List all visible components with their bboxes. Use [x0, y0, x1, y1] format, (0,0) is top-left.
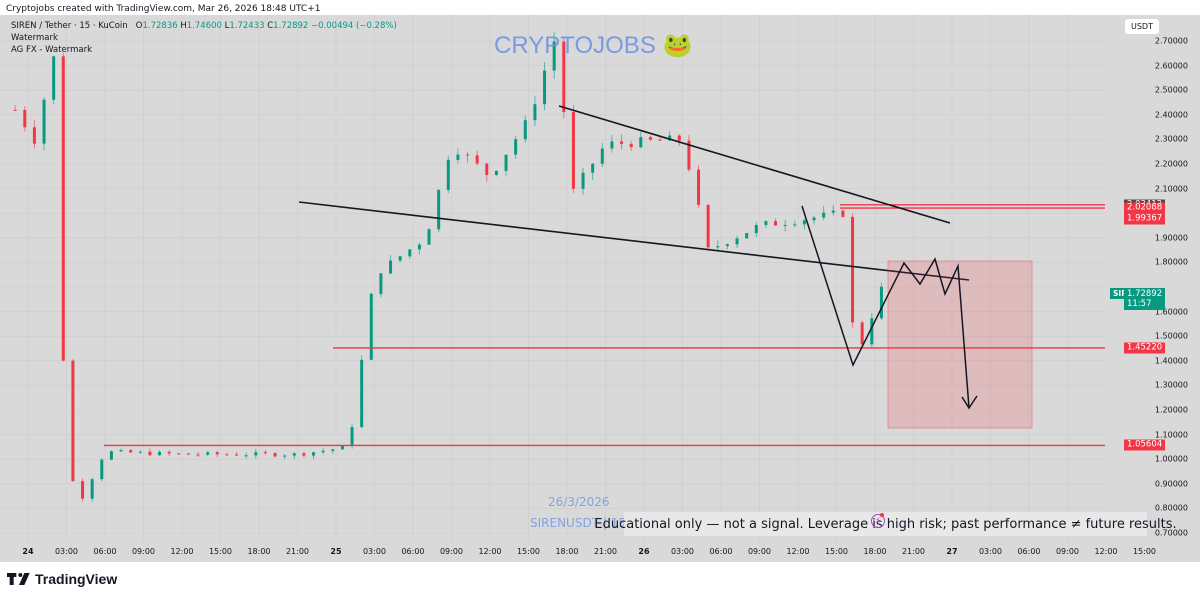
open-value: 1.72836: [142, 21, 178, 31]
time-tick-label: 18:00: [863, 547, 887, 556]
time-tick-label: 15:00: [516, 547, 541, 556]
close-value: 1.72892: [273, 21, 309, 31]
current-price-value: 1.72892: [1127, 289, 1163, 299]
time-tick-label: 12:00: [170, 547, 194, 556]
time-tick-label: 06:00: [709, 547, 733, 556]
ohlc-line: SIREN / Tether · 15 · KuCoin O1.72836 H1…: [11, 21, 397, 31]
price-tick-label: 2.30000: [1154, 134, 1188, 144]
change-value: −0.00494 (−0.28%): [311, 21, 397, 31]
symbol-name: SIREN / Tether · 15 · KuCoin: [11, 21, 128, 31]
time-tick-label: 25: [330, 547, 342, 556]
price-tick-label: 1.10000: [1154, 430, 1188, 440]
time-tick-label: 21:00: [593, 547, 618, 556]
time-tick-label: 09:00: [439, 547, 464, 556]
price-axis[interactable]: USDT 2.70000 2.60000 2.50000 2.40000 2.30000…: [1105, 15, 1200, 562]
tradingview-logo-icon: [7, 573, 30, 585]
time-tick-label: 15:00: [824, 547, 849, 556]
time-tick-label: 06:00: [93, 547, 117, 556]
price-tick-label: 1.50000: [1154, 331, 1188, 341]
notification-dot: [880, 513, 884, 517]
time-tick-label: 12:00: [1094, 547, 1118, 556]
time-tick-label: 06:00: [1017, 547, 1041, 556]
high-value: 1.74600: [186, 21, 222, 31]
watermark-date: 26/3/2026: [548, 495, 610, 509]
time-axis[interactable]: 24 03:00 06:00 09:00 12:00 15:00 18:00 21:00 25 0…: [0, 540, 1156, 562]
time-tick-label: 26: [638, 547, 650, 556]
price-tick-label: 0.90000: [1154, 479, 1188, 489]
time-tick-label: 15:00: [1132, 547, 1157, 556]
chart-frame: SIREN / Tether · 15 · KuCoin O1.72836 H1…: [0, 15, 1200, 562]
currency-button[interactable]: USDT: [1125, 19, 1159, 34]
tradingview-wordmark: TradingView: [35, 571, 118, 587]
time-tick-label: 21:00: [285, 547, 310, 556]
time-tick-label: 03:00: [362, 547, 387, 556]
price-tick-label: 1.00000: [1154, 454, 1188, 464]
candlestick-chart: [0, 15, 1105, 540]
time-tick-label: 03:00: [670, 547, 695, 556]
price-tick-label: 2.10000: [1154, 184, 1188, 194]
watermark-title: CRYPTOJOBS 🐸: [494, 32, 693, 59]
chart-caption: Cryptojobs created with TradingView.com,…: [6, 4, 321, 14]
price-tick-label: 2.60000: [1154, 61, 1188, 71]
price-tick-label: 2.20000: [1154, 159, 1188, 169]
time-tick-label: 24: [22, 547, 34, 556]
price-tick-label: 2.40000: [1154, 110, 1188, 120]
time-tick-label: 18:00: [247, 547, 271, 556]
time-tick-label: 15:00: [208, 547, 233, 556]
price-level-tag: 1.45220: [1124, 342, 1165, 354]
lightning-icon[interactable]: ⚡: [871, 514, 885, 528]
time-tick-label: 12:00: [786, 547, 810, 556]
indicator-agfx-watermark[interactable]: AG FX - Watermark: [11, 45, 93, 55]
bar-countdown: 11:57: [1127, 299, 1152, 309]
price-tick-label: 1.40000: [1154, 356, 1188, 366]
time-tick-label: 03:00: [978, 547, 1003, 556]
price-tick-label: 1.60000: [1154, 307, 1188, 317]
price-tick-label: 1.90000: [1154, 233, 1188, 243]
disclaimer-text: Educational only — not a signal. Leverag…: [594, 512, 1177, 536]
price-level-tag: 1.05604: [1124, 439, 1165, 451]
price-level-tag: 2.02088: [1124, 202, 1165, 214]
current-price-label: 1.72892 11:57: [1124, 288, 1165, 310]
indicator-watermark[interactable]: Watermark: [11, 33, 58, 43]
price-tick-label: 2.70000: [1154, 36, 1188, 46]
chart-plot-area[interactable]: SIREN / Tether · 15 · KuCoin O1.72836 H1…: [0, 15, 1177, 540]
price-tick-label: 1.20000: [1154, 405, 1188, 415]
time-tick-label: 12:00: [478, 547, 502, 556]
time-tick-label: 03:00: [54, 547, 79, 556]
price-tick-label: 1.30000: [1154, 380, 1188, 390]
time-tick-label: 06:00: [401, 547, 425, 556]
time-tick-label: 09:00: [1055, 547, 1080, 556]
price-tick-label: 1.80000: [1154, 257, 1188, 267]
time-tick-label: 09:00: [747, 547, 772, 556]
time-tick-label: 21:00: [901, 547, 926, 556]
price-tick-label: 0.70000: [1154, 528, 1188, 538]
time-tick-label: 27: [946, 547, 958, 556]
time-tick-label: 09:00: [131, 547, 156, 556]
tradingview-logo[interactable]: TradingView: [7, 571, 117, 587]
price-tick-label: 2.50000: [1154, 85, 1188, 95]
time-tick-label: 18:00: [555, 547, 579, 556]
frog-icon: 🐸: [662, 32, 693, 59]
watermark-symbol: SIRENUSDT | 15/: [530, 516, 631, 530]
low-value: 1.72433: [229, 21, 265, 31]
price-tick-label: 0.80000: [1154, 503, 1188, 513]
symbol-legend: SIREN / Tether · 15 · KuCoin O1.72836 H1…: [11, 20, 397, 56]
price-level-tag: 1.99367: [1124, 213, 1165, 225]
